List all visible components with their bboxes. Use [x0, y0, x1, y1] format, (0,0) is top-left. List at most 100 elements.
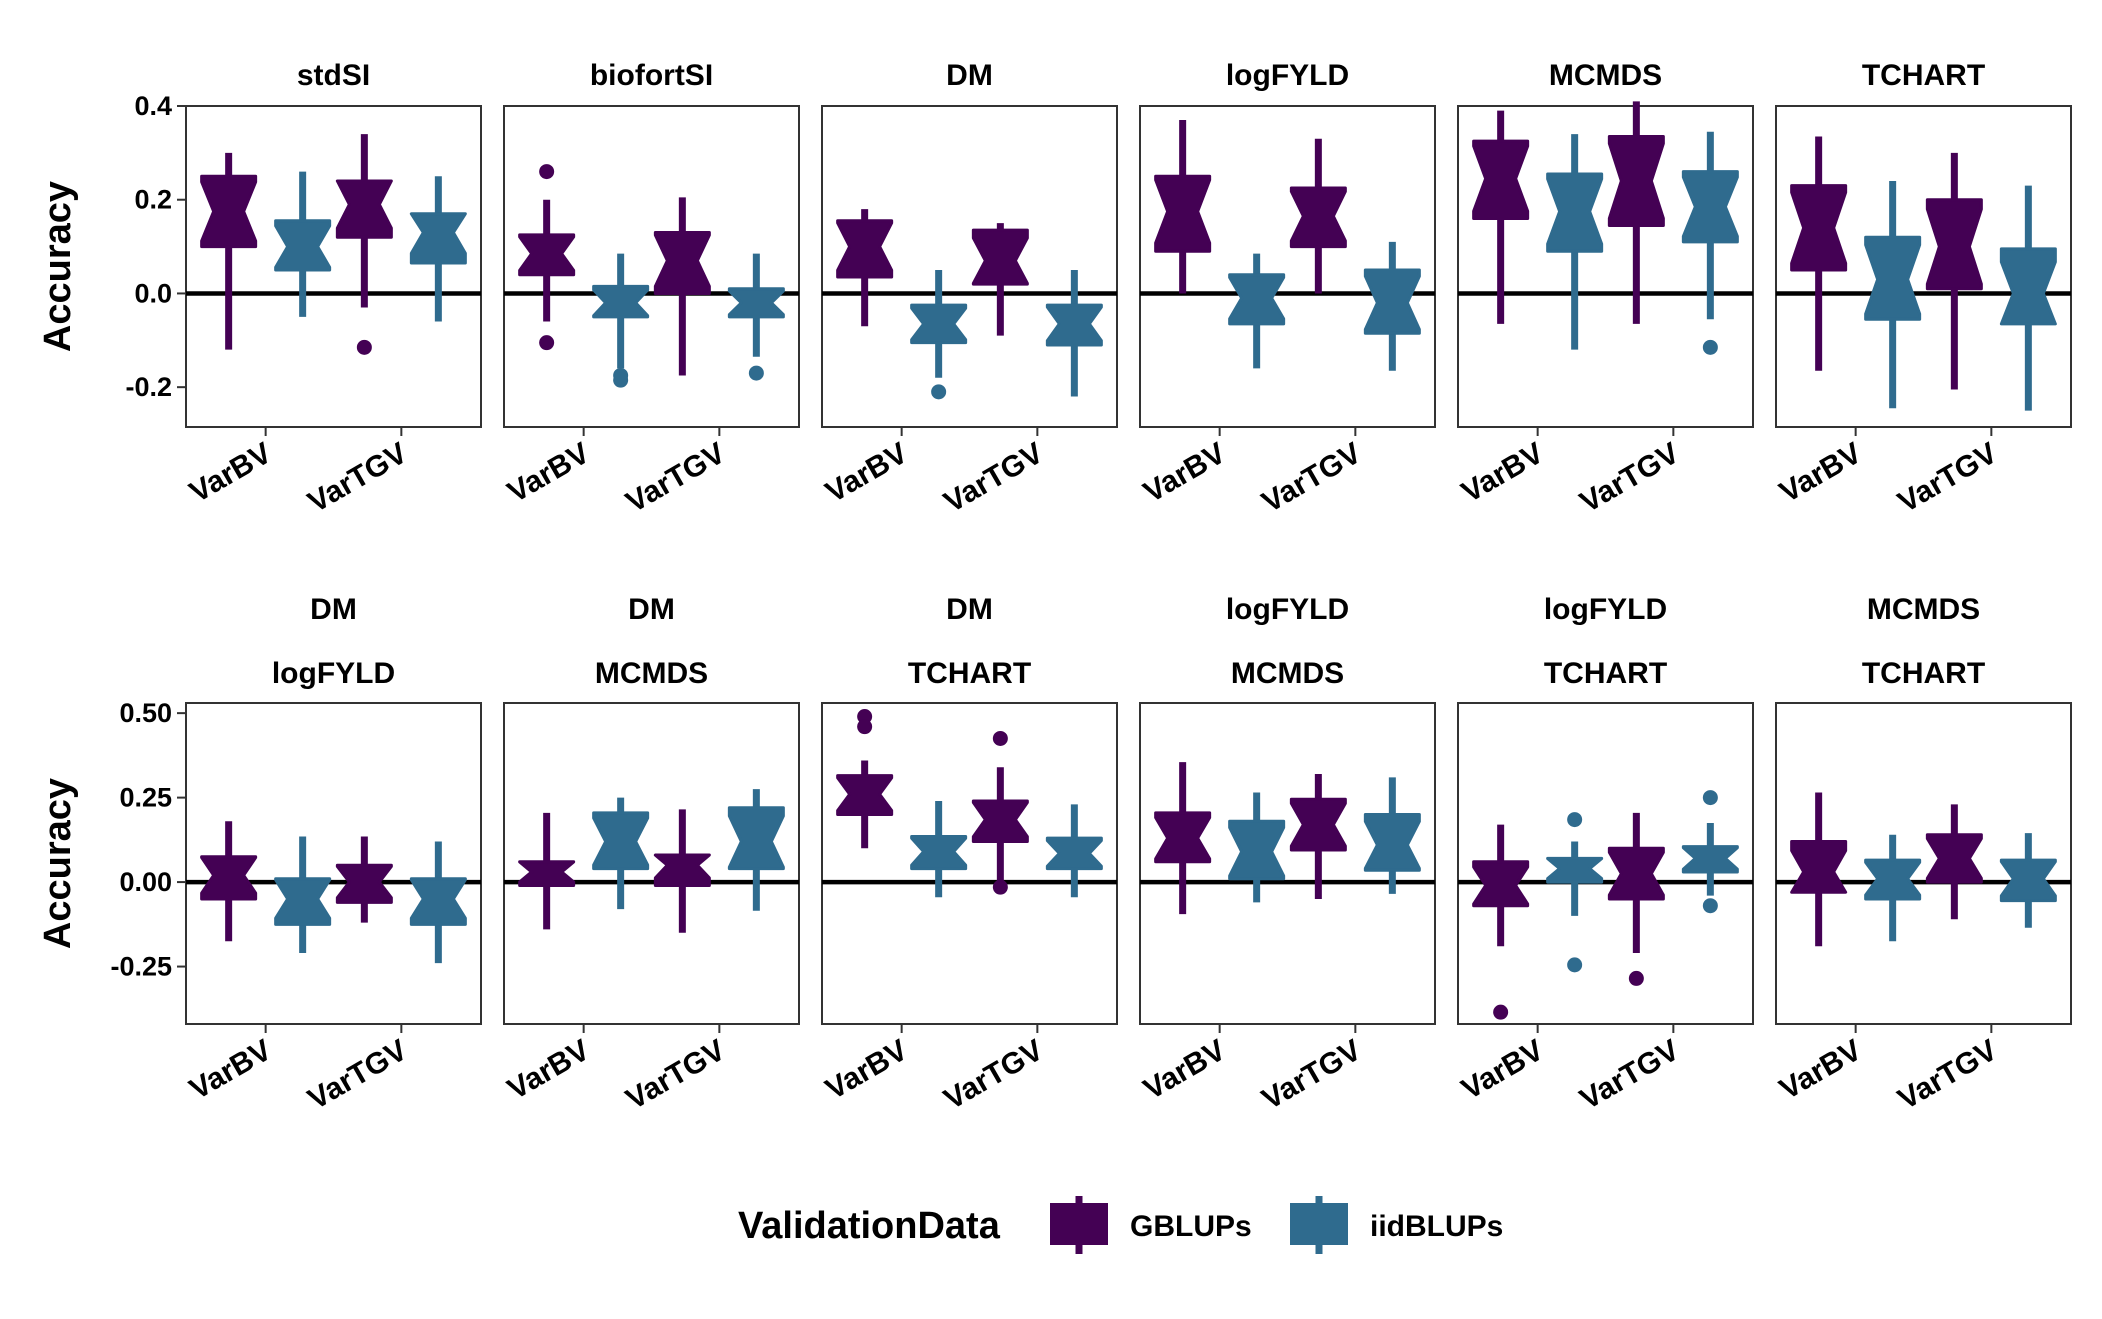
box-iidblups-varbv — [1864, 180, 1922, 409]
x-tick-label: VarTGV — [1892, 1033, 2002, 1116]
box-body — [200, 855, 258, 901]
facet-strip-label: DM — [946, 59, 993, 92]
facet-panel: DM logFYLD VarBV VarTGV — [184, 593, 482, 1116]
x-tick-label: VarBV — [1138, 1033, 1231, 1106]
box-iidblups-vartgv — [409, 841, 467, 964]
facet-strip-label: TCHART — [908, 657, 1031, 690]
box-body — [1228, 819, 1286, 881]
box-gblups-varbv — [1472, 824, 1530, 1020]
facet-panel: biofortSI VarBV VarTGV — [502, 59, 800, 519]
facet-panel: stdSI VarBV VarTGV — [184, 59, 482, 519]
panel-border — [185, 105, 482, 428]
facet-panel: DM VarBV VarTGV — [820, 59, 1118, 519]
x-tick-label: VarBV — [1774, 1033, 1867, 1106]
x-tick-label: VarTGV — [1256, 436, 1366, 519]
facet-strip-label: stdSI — [297, 59, 370, 92]
outlier-point — [748, 365, 764, 381]
box-iidblups-varbv — [1546, 134, 1604, 350]
y-tick-label: -0.2 — [125, 372, 172, 402]
y-axis-title: Accuracy — [37, 778, 79, 949]
legend: ValidationData GBLUPs iidBLUPs — [738, 1196, 1503, 1254]
box-gblups-vartgv — [971, 223, 1029, 336]
box-body — [409, 877, 467, 926]
box-body — [1289, 186, 1347, 249]
box-body — [518, 233, 576, 277]
panel-border — [1139, 105, 1436, 428]
outlier-point — [1493, 1004, 1509, 1020]
legend-label: GBLUPs — [1130, 1210, 1252, 1243]
box-iidblups-vartgv — [1363, 777, 1421, 894]
facet-strip-label: logFYLD — [1226, 593, 1349, 626]
facet-strip-label: DM — [628, 593, 675, 626]
box-iidblups-varbv — [910, 800, 968, 898]
box-gblups-varbv — [836, 209, 894, 327]
box-body — [1999, 247, 2057, 326]
x-tick-label: VarBV — [1456, 436, 1549, 509]
y-tick-label: 0.25 — [119, 783, 172, 813]
box-body — [1925, 198, 1983, 291]
box-gblups-varbv — [200, 821, 258, 942]
box-gblups-vartgv — [1289, 773, 1347, 899]
x-tick-label: VarBV — [1456, 1033, 1549, 1106]
facet-strip-label: biofortSI — [590, 59, 713, 92]
box-body — [653, 853, 711, 887]
box-body — [836, 219, 894, 279]
box-body — [592, 284, 650, 319]
facet-strip-label: TCHART — [1862, 59, 1985, 92]
outlier-point — [1702, 790, 1718, 806]
box-body — [836, 774, 894, 817]
x-tick-label: VarTGV — [938, 1033, 1048, 1116]
facet-strip-label: logFYLD — [1544, 593, 1667, 626]
outlier-point — [1702, 898, 1718, 914]
box-body — [1864, 235, 1922, 321]
box-gblups-vartgv — [1289, 138, 1347, 294]
x-tick-label: VarTGV — [620, 1033, 730, 1116]
box-body — [1363, 268, 1421, 335]
box-body — [1472, 139, 1530, 220]
box-body — [1154, 174, 1212, 253]
facet-panel: MCMDS VarBV VarTGV — [1456, 59, 1754, 519]
outlier-point — [539, 335, 555, 351]
x-tick-label: VarBV — [1138, 436, 1231, 509]
facet-panel: logFYLD VarBV VarTGV — [1138, 59, 1436, 519]
outlier-point — [1567, 957, 1583, 973]
box-body — [1607, 846, 1665, 901]
outlier-point — [857, 719, 873, 735]
box-body — [592, 811, 650, 871]
box-iidblups-varbv — [1228, 253, 1286, 369]
box-iidblups-varbv — [1546, 812, 1604, 973]
box-gblups-varbv — [1790, 792, 1848, 947]
box-iidblups-varbv — [592, 253, 650, 388]
box-body — [1681, 170, 1739, 244]
box-body — [1925, 833, 1983, 884]
box-body — [727, 806, 785, 871]
box-body — [274, 219, 332, 272]
box-gblups-vartgv — [971, 730, 1029, 895]
box-body — [1546, 172, 1604, 253]
box-body — [1154, 811, 1212, 864]
y-tick-label: 0.0 — [134, 278, 172, 308]
box-body — [971, 799, 1029, 844]
box-body — [653, 231, 711, 295]
box-body — [1790, 184, 1848, 272]
x-tick-label: VarBV — [502, 436, 595, 509]
box-iidblups-vartgv — [1045, 804, 1103, 898]
box-gblups-varbv — [1790, 136, 1848, 371]
box-body — [335, 179, 393, 239]
box-gblups-vartgv — [335, 134, 393, 355]
box-gblups-vartgv — [1607, 101, 1665, 324]
box-iidblups-vartgv — [727, 253, 785, 381]
box-body — [971, 228, 1029, 286]
outlier-point — [539, 164, 555, 180]
facet-strip-label: DM — [310, 593, 357, 626]
x-tick-label: VarTGV — [302, 436, 412, 519]
outlier-point — [992, 879, 1008, 895]
outlier-point — [1702, 339, 1718, 355]
x-tick-label: VarBV — [502, 1033, 595, 1106]
box-gblups-varbv — [1154, 762, 1212, 915]
legend-key-box — [1050, 1203, 1108, 1245]
box-body — [1289, 797, 1347, 852]
box-body — [1045, 836, 1103, 871]
outlier-point — [1628, 970, 1644, 986]
y-tick-label: 0.00 — [119, 867, 172, 897]
